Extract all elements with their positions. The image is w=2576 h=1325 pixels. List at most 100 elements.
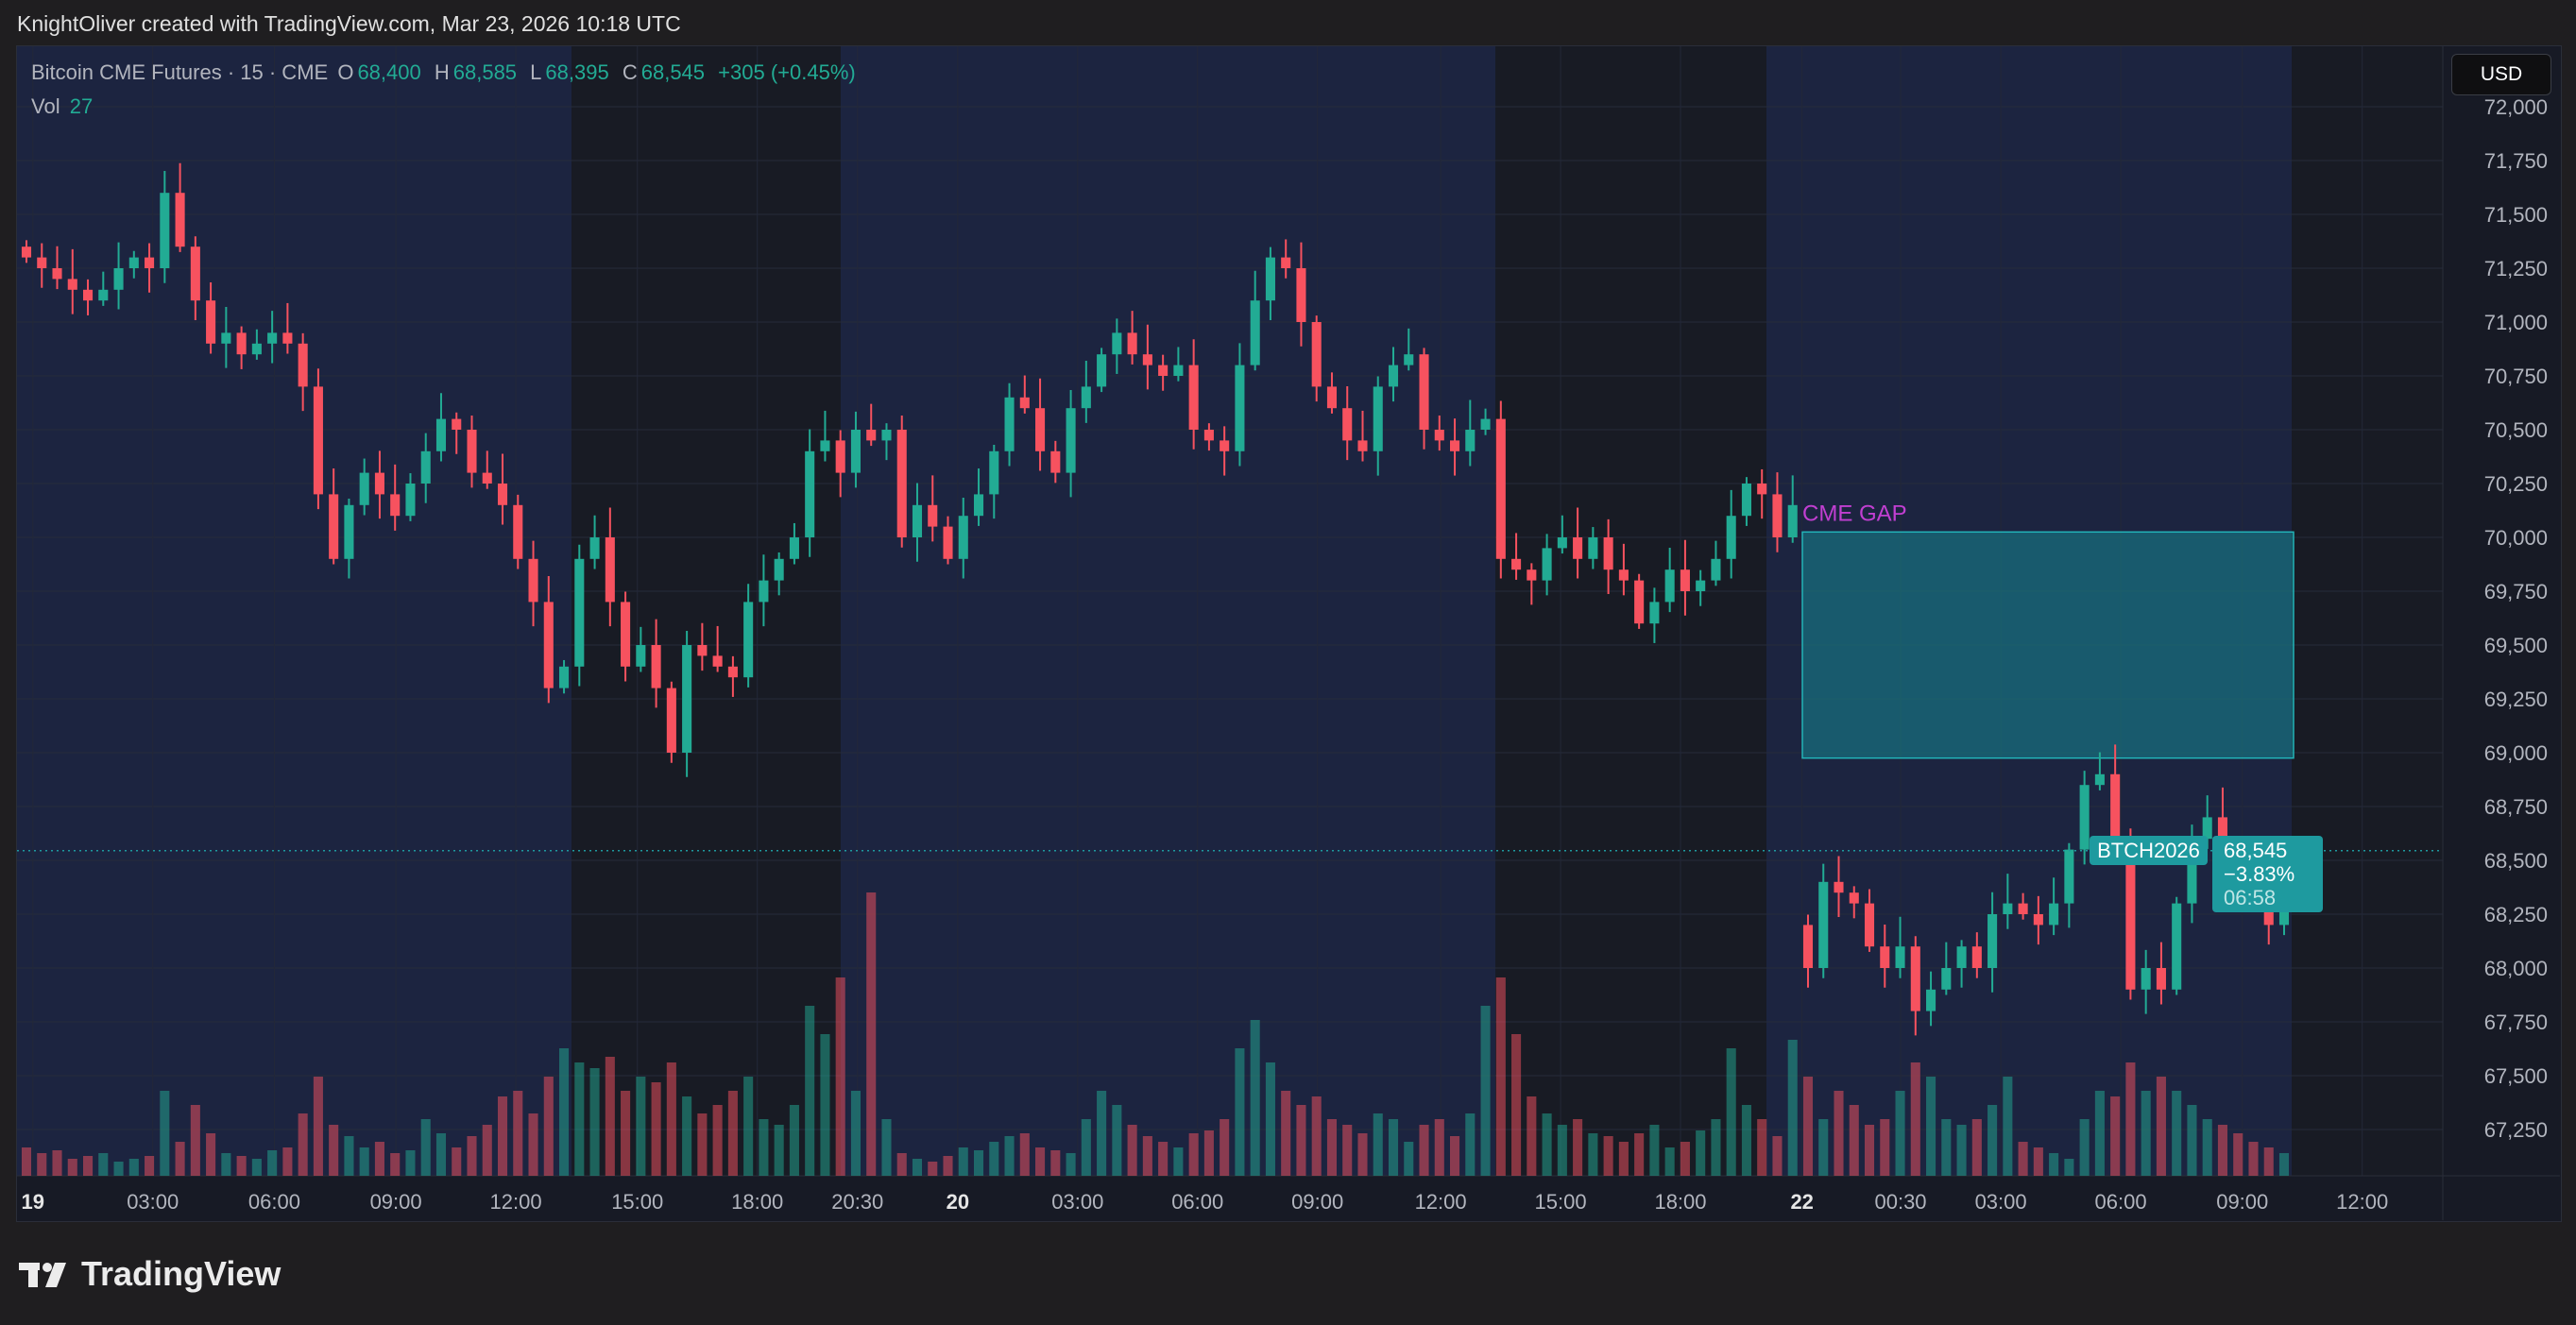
volume-bar	[651, 1082, 661, 1176]
candle-body	[1342, 408, 1353, 441]
candle-body	[912, 504, 923, 537]
candle-body	[928, 504, 938, 527]
candle-body	[697, 645, 708, 656]
volume-bar	[973, 1150, 984, 1176]
candle-body	[1542, 548, 1552, 581]
volume-bar	[1112, 1105, 1122, 1176]
volume-bar	[359, 1147, 369, 1176]
currency-button[interactable]: USD	[2451, 54, 2551, 95]
volume-bar	[1726, 1048, 1736, 1176]
candle-body	[1711, 558, 1721, 581]
volume-bar	[1127, 1125, 1137, 1176]
time-axis-label: 09:00	[1291, 1190, 1343, 1214]
volume-bar	[2125, 1062, 2136, 1176]
candle-body	[1649, 602, 1660, 624]
volume-bar	[2217, 1125, 2228, 1176]
price-axis-label: 69,750	[2484, 580, 2548, 603]
volume-bar	[2110, 1096, 2121, 1176]
candle-body	[1834, 881, 1844, 893]
candle-body	[1142, 354, 1152, 365]
volume-bar	[1220, 1119, 1230, 1176]
close-label: C	[622, 60, 638, 84]
candle-body	[820, 440, 830, 451]
volume-bar	[2094, 1091, 2105, 1176]
volume-bar	[251, 1159, 262, 1176]
candle-body	[1910, 946, 1920, 1011]
candle-body	[1434, 430, 1444, 441]
candle-body	[497, 484, 508, 505]
candle-body	[1696, 580, 1706, 591]
candle-body	[420, 450, 431, 484]
volume-bar	[344, 1136, 354, 1176]
candle-body	[835, 440, 845, 473]
candle-body	[743, 602, 754, 678]
candle-body	[1404, 354, 1414, 365]
symbol-title[interactable]: Bitcoin CME Futures · 15 · CME	[31, 60, 329, 84]
candle-body	[1220, 440, 1230, 451]
candle-body	[1373, 386, 1383, 451]
volume-bar	[2187, 1105, 2197, 1176]
candle-body	[282, 332, 293, 344]
volume-bar	[1864, 1125, 1875, 1176]
volume-bar	[1373, 1113, 1383, 1176]
volume-bar	[1235, 1048, 1245, 1176]
volume-bar	[896, 1153, 907, 1176]
volume-bar	[1527, 1096, 1537, 1176]
volume-bar	[267, 1150, 278, 1176]
candle-body	[2202, 817, 2212, 840]
price-axis-label: 70,250	[2484, 472, 2548, 496]
volume-bar	[850, 1091, 861, 1176]
candle-body	[774, 558, 784, 581]
volume-bar	[958, 1147, 968, 1176]
time-axis-label: 06:00	[1171, 1190, 1223, 1214]
volume-bar	[390, 1153, 401, 1176]
candle-body	[789, 537, 799, 559]
session-background	[17, 46, 571, 1176]
tradingview-logo[interactable]: TradingView	[19, 1254, 281, 1294]
volume-bar	[543, 1077, 554, 1176]
candle-body	[1926, 989, 1936, 1011]
time-axis-label: 06:00	[248, 1190, 300, 1214]
candle-body	[2003, 903, 2013, 914]
volume-bar	[1573, 1119, 1583, 1176]
volume-bar	[1050, 1150, 1061, 1176]
candle-body	[881, 430, 892, 441]
volume-bar	[2248, 1142, 2259, 1176]
candle-body	[2064, 849, 2074, 904]
candle-body	[2125, 839, 2136, 990]
volume-bar	[175, 1142, 185, 1176]
price-axis-label: 68,000	[2484, 957, 2548, 980]
volume-bar	[1542, 1113, 1552, 1176]
volume-bar	[989, 1142, 999, 1176]
candle-body	[1173, 365, 1184, 376]
price-axis-label: 67,500	[2484, 1064, 2548, 1088]
candle-body	[574, 558, 585, 667]
time-axis-label: 18:00	[731, 1190, 783, 1214]
volume-bar	[759, 1119, 769, 1176]
time-axis-label: 20:30	[831, 1190, 883, 1214]
volume-bar	[574, 1062, 585, 1176]
volume-bar	[727, 1091, 738, 1176]
price-axis-label: 67,750	[2484, 1011, 2548, 1034]
volume-bar	[1511, 1034, 1522, 1176]
volume-value: 27	[69, 94, 94, 118]
volume-bar	[2141, 1091, 2151, 1176]
volume-bar	[1772, 1136, 1783, 1176]
candle-body	[98, 289, 109, 301]
price-axis-label: 71,250	[2484, 257, 2548, 280]
volume-bar	[467, 1136, 477, 1176]
volume-bar	[1434, 1119, 1444, 1176]
volume-bar	[236, 1156, 247, 1176]
volume-bar	[1495, 977, 1506, 1176]
candle-body	[2263, 903, 2274, 926]
candle-body	[67, 279, 77, 290]
candle-body	[1127, 332, 1137, 355]
candle-body	[1388, 365, 1399, 387]
price-axis-label: 69,250	[2484, 688, 2548, 711]
time-axis-label: 12:00	[1415, 1190, 1467, 1214]
time-axis-label: 19	[22, 1190, 44, 1214]
candle-body	[1450, 440, 1460, 451]
volume-bar	[1342, 1125, 1353, 1176]
candle-body	[1664, 569, 1675, 603]
